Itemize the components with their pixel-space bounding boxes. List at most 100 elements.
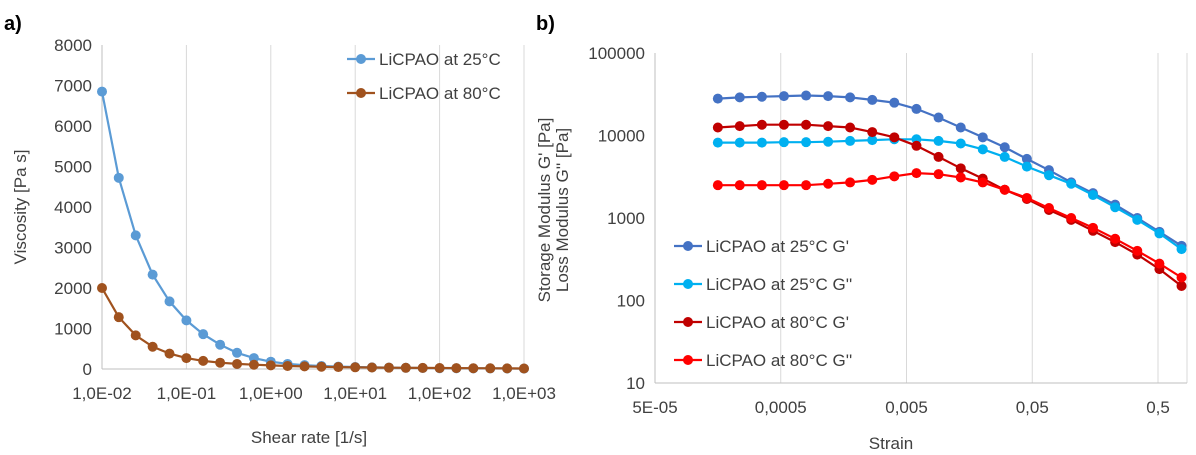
y-tick-label: 1000	[54, 320, 92, 339]
data-point	[933, 112, 944, 123]
data-point	[1087, 222, 1098, 233]
y-tick-label: 10	[626, 374, 645, 393]
data-point	[130, 330, 141, 341]
series-4	[712, 168, 1187, 283]
x-tick-label: 0,0005	[755, 398, 807, 417]
legend-entry: LiCPAO at 25°C G''	[674, 275, 852, 294]
data-point	[734, 180, 745, 191]
data-point	[1066, 178, 1077, 189]
y-tick-label: 4000	[54, 198, 92, 217]
data-point	[801, 90, 812, 101]
data-point	[502, 363, 513, 374]
data-point	[867, 135, 878, 146]
data-point	[845, 177, 856, 188]
data-point	[468, 363, 479, 374]
x-axis-label-a: Shear rate [1/s]	[251, 428, 367, 447]
data-point	[845, 92, 856, 103]
data-point	[867, 127, 878, 138]
y-tick-label: 7000	[54, 77, 92, 96]
legend-entry: LiCPAO at 80°C G''	[674, 351, 852, 370]
data-point	[164, 296, 175, 307]
data-point	[265, 360, 276, 371]
modulus-chart: b) 5E-05 0,0005 0,005 0,05 0,5 10 100 1000 1000…	[535, 13, 1188, 453]
data-point	[823, 121, 834, 132]
series-line	[717, 171, 1183, 279]
series-2	[97, 283, 529, 374]
x-tick-label: 1,0E+03	[492, 384, 556, 403]
x-tick-label: 5E-05	[632, 398, 677, 417]
data-point	[1066, 213, 1077, 223]
data-point	[734, 92, 745, 103]
series-line	[100, 91, 525, 370]
data-point	[181, 353, 192, 364]
data-point	[977, 177, 988, 188]
legend-entry: LiCPAO at 25°C	[347, 50, 501, 69]
x-tick-label: 1,0E+01	[323, 384, 387, 403]
legend-label: LiCPAO at 25°C G'	[706, 237, 849, 256]
legend-entry: LiCPAO at 80°C G'	[674, 313, 849, 332]
data-point	[1110, 202, 1121, 213]
data-point	[417, 362, 428, 373]
data-point	[977, 132, 988, 143]
legend-entry: LiCPAO at 25°C G'	[674, 237, 849, 256]
data-point	[485, 363, 496, 374]
data-point	[97, 283, 107, 293]
y-axis-label-b-storage: Storage Modulus G' [Pa]	[535, 118, 554, 303]
data-point	[519, 363, 529, 374]
data-point	[147, 341, 158, 352]
data-point	[712, 122, 723, 133]
x-tick-label: 1,0E-02	[72, 384, 132, 403]
data-point	[97, 86, 107, 97]
data-point	[933, 169, 944, 180]
data-point	[823, 136, 834, 147]
y-tick-label: 10000	[598, 127, 645, 146]
data-point	[911, 168, 922, 179]
legend-entry: LiCPAO at 80°C	[347, 84, 501, 103]
viscosity-chart: a) 1,0E-02 1,0E-01 1,0E+00 1,0E+01 1,0E+02 1,…	[4, 13, 556, 447]
data-point	[147, 269, 158, 280]
data-point	[845, 135, 856, 146]
x-axis-label-b: Strain	[869, 434, 913, 453]
y-tick-label: 1000	[607, 209, 645, 228]
series-line	[717, 94, 1183, 247]
data-point	[366, 362, 377, 373]
data-point	[1132, 245, 1143, 256]
data-point	[164, 348, 175, 359]
data-point	[1043, 203, 1054, 214]
legend-label: LiCPAO at 25°C G''	[706, 275, 852, 294]
series-1	[97, 86, 529, 374]
data-point	[282, 360, 293, 371]
data-point	[451, 363, 462, 374]
data-point	[712, 180, 723, 191]
panel-b-label: b)	[536, 13, 555, 35]
data-point	[712, 137, 723, 148]
data-point	[333, 362, 344, 373]
data-point	[801, 137, 812, 148]
data-point	[734, 137, 745, 148]
data-point	[1154, 258, 1165, 269]
data-point	[778, 119, 789, 130]
data-point	[383, 362, 394, 373]
data-point	[756, 180, 767, 191]
legend-label: LiCPAO at 80°C	[379, 84, 501, 103]
data-point	[999, 142, 1010, 153]
data-point	[316, 361, 327, 372]
legend-label: LiCPAO at 80°C G''	[706, 351, 852, 370]
series-1	[712, 90, 1187, 251]
data-point	[215, 339, 226, 350]
data-point	[778, 180, 789, 191]
data-point	[1176, 272, 1187, 283]
data-point	[1043, 170, 1054, 181]
y-tick-label: 6000	[54, 117, 92, 136]
data-point	[198, 329, 209, 340]
x-tick-label: 0,05	[1016, 398, 1049, 417]
data-point	[867, 174, 878, 185]
data-point	[130, 230, 141, 241]
x-tick-label: 1,0E+02	[408, 384, 472, 403]
data-point	[232, 358, 243, 369]
data-point	[955, 163, 966, 174]
data-point	[1021, 161, 1032, 172]
data-point	[1176, 280, 1187, 291]
data-point	[299, 361, 310, 372]
data-point	[823, 178, 834, 189]
